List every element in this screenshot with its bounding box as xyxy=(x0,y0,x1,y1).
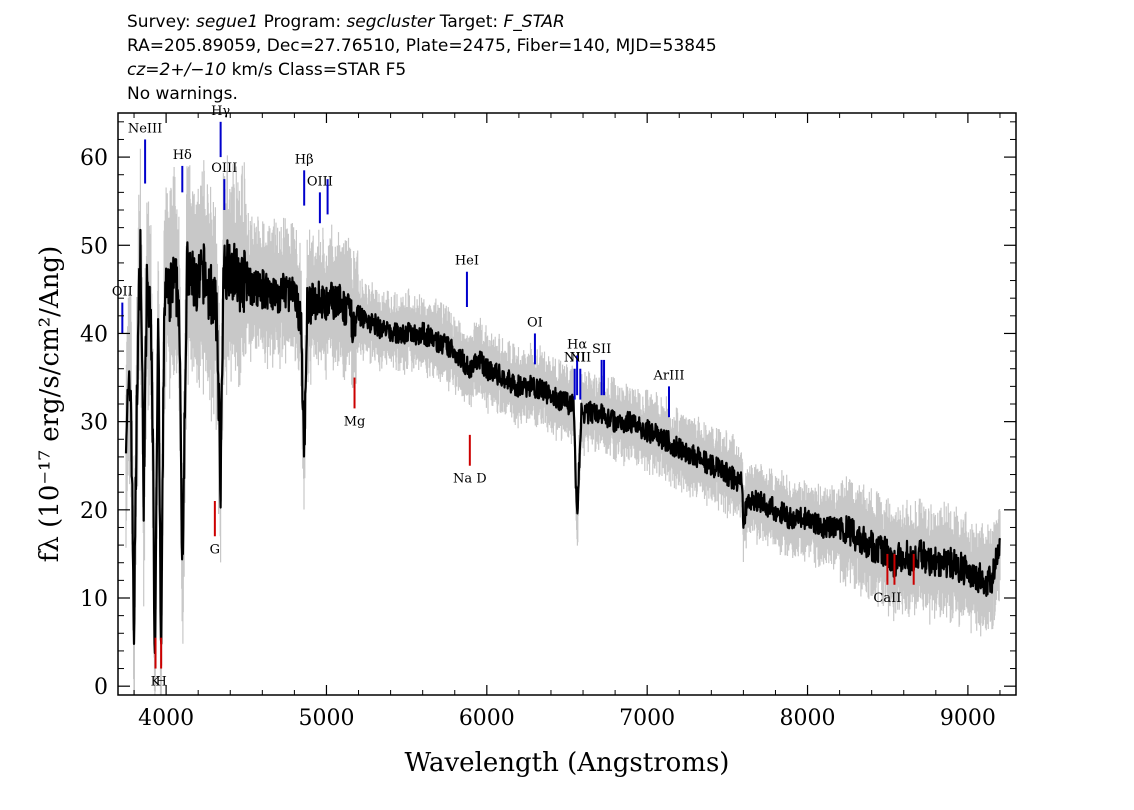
program-value: segcluster xyxy=(346,12,435,32)
x-tick-label: 4000 xyxy=(138,706,194,731)
y-tick-label: 0 xyxy=(94,675,108,700)
x-tick-label: 8000 xyxy=(780,706,836,731)
noise-band xyxy=(125,148,1001,695)
flux-line xyxy=(124,228,1002,655)
header-survey-line: Survey: segue1 Program: segcluster Targe… xyxy=(127,10,717,34)
x-tick-label: 5000 xyxy=(298,706,354,731)
absorption-label: K xyxy=(151,675,161,690)
emission-label: ArIII xyxy=(652,368,684,383)
emission-label: NII xyxy=(569,351,591,366)
x-tick-label: 7000 xyxy=(619,706,675,731)
emission-label: HeI xyxy=(455,254,479,269)
header-warnings-line: No warnings. xyxy=(127,84,238,104)
x-tick-label: 6000 xyxy=(459,706,515,731)
emission-label: NeIII xyxy=(128,121,162,136)
target-label: Target: xyxy=(434,12,504,32)
emission-label: Hα xyxy=(567,338,587,353)
spectrum-header: Survey: segue1 Program: segcluster Targe… xyxy=(127,10,717,106)
emission-label: SII xyxy=(592,342,611,357)
emission-label: OI xyxy=(527,315,543,330)
absorption-label: G xyxy=(210,542,220,557)
redshift-value: cz=2+/−10 xyxy=(127,60,227,80)
y-tick-label: 50 xyxy=(80,234,108,259)
program-label: Program: xyxy=(258,12,347,32)
emission-label: Hγ xyxy=(211,104,230,119)
absorption-label: CaII xyxy=(873,591,901,606)
header-coordinates-line: RA=205.89059, Dec=27.76510, Plate=2475, … xyxy=(127,36,717,56)
class-value: km/s Class=STAR F5 xyxy=(226,60,407,80)
target-value: F_STAR xyxy=(503,12,565,32)
y-tick-label: 20 xyxy=(80,499,108,524)
axis-ticks: 4000 5000 6000 7000 8000 9000 0 10 20 30 40 50 60 xyxy=(80,113,1016,731)
x-tick-label: 9000 xyxy=(940,706,996,731)
y-tick-label: 40 xyxy=(80,322,108,347)
y-tick-label: 60 xyxy=(80,146,108,171)
absorption-label: H xyxy=(155,675,166,690)
noise-band-path xyxy=(125,148,1001,695)
emission-label: OII xyxy=(112,285,133,300)
survey-label: Survey: xyxy=(127,12,197,32)
survey-value: segue1 xyxy=(196,12,259,32)
flux-series xyxy=(124,228,1002,655)
emission-label: Hβ xyxy=(295,152,314,167)
x-axis-label: Wavelength (Angstroms) xyxy=(405,748,730,778)
emission-label: OIII xyxy=(307,174,333,189)
header-class-line: cz=2+/−10 km/s Class=STAR F5 xyxy=(127,58,717,82)
line-markers: NeIIIHδHγOIIIHβOIIIHeIOINIIHαNIISIIArIII… xyxy=(112,104,915,690)
y-tick-label: 30 xyxy=(80,411,108,436)
y-axis-label: fλ (10⁻¹⁷ erg/s/cm²/Ang) xyxy=(35,246,65,562)
emission-label: Hδ xyxy=(173,148,192,163)
absorption-label: Mg xyxy=(344,414,366,429)
y-tick-label: 10 xyxy=(80,587,108,612)
emission-label: NII xyxy=(564,351,586,366)
absorption-label: Na D xyxy=(453,472,487,487)
emission-label: OIII xyxy=(211,161,237,176)
